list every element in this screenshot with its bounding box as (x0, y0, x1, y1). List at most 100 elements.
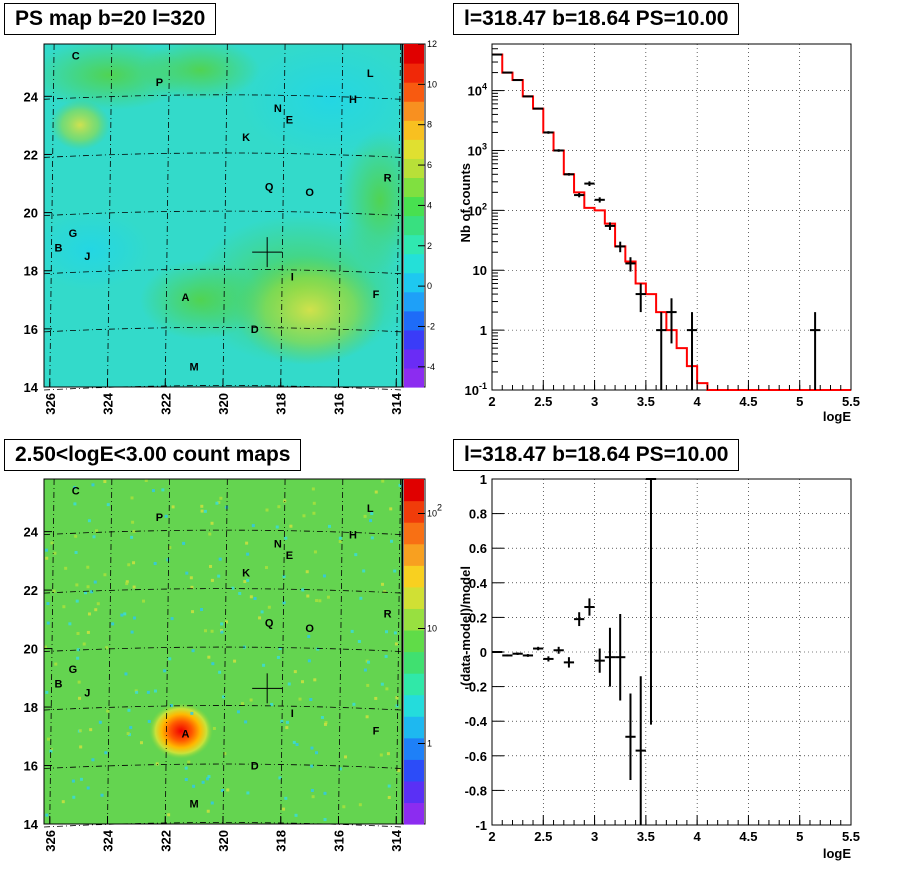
source-label-J: J (84, 251, 90, 263)
map-pixel (151, 489, 155, 493)
map-pixel (226, 788, 230, 792)
map-pixel (161, 488, 165, 492)
meridian-line (338, 43, 344, 388)
colorbar-swatch (404, 44, 424, 64)
map-pixel (153, 689, 157, 693)
map-pixel (164, 514, 168, 518)
map-pixel (306, 594, 310, 598)
map-pixel (315, 599, 319, 603)
map-pixel (262, 663, 266, 667)
map-pixel (94, 608, 98, 612)
map-pixel (350, 629, 354, 633)
colorbar-swatch (404, 272, 424, 293)
colorbar-label: 10 (427, 79, 437, 89)
colorbar-label: 12 (427, 39, 437, 49)
map-pixel (285, 726, 289, 730)
map-pixel (218, 557, 222, 561)
map-pixel (171, 505, 175, 509)
map-pixel (210, 521, 214, 525)
source-label-P: P (156, 512, 163, 524)
colorbar-swatch (404, 101, 424, 121)
map-pixel (315, 751, 319, 755)
data-point (625, 257, 636, 272)
map-pixel (338, 540, 342, 544)
residual-point (502, 654, 513, 657)
map-pixel (210, 629, 214, 633)
residual-point (635, 676, 646, 825)
map-pixel (127, 708, 131, 712)
map-pixel (184, 766, 188, 770)
colorbar-label: 1 (427, 739, 432, 749)
x-tick-label: 322 (158, 830, 173, 852)
y-tick-label: -0.8 (465, 783, 487, 798)
map-pixel (168, 657, 172, 661)
map-pixel (370, 536, 374, 540)
map-pixel (106, 709, 110, 713)
x-tick-label: 318 (274, 393, 289, 415)
map-pixel (284, 536, 288, 540)
map-pixel (191, 610, 195, 614)
map-pixel (52, 589, 56, 593)
map-pixel (215, 501, 219, 505)
colorbar-swatch (404, 82, 424, 102)
map-pixel (310, 746, 314, 750)
x-tick-label: 326 (43, 830, 58, 852)
map-pixel (49, 749, 53, 753)
map-pixel (374, 490, 378, 494)
meridian-line (338, 478, 344, 825)
colorbar-swatch (404, 310, 424, 331)
y-tick-label: 16 (24, 759, 38, 774)
map-pixel (46, 737, 50, 741)
meridian-line (164, 43, 170, 388)
source-label-L: L (367, 68, 374, 80)
meridian-line (222, 43, 228, 388)
map-pixel (327, 524, 331, 528)
map-pixel (86, 786, 90, 790)
x-tick-label: 320 (216, 830, 231, 852)
map-pixel (142, 599, 146, 603)
x-tick-label: 324 (101, 829, 116, 851)
y-tick-label: 104 (468, 82, 487, 99)
y-tick-label: 0.6 (469, 541, 487, 556)
x-tick-label: 5 (796, 394, 803, 409)
map-pixel (280, 719, 284, 723)
source-label-L: L (367, 503, 374, 515)
map-pixel (389, 507, 393, 511)
colorbar-swatch (404, 780, 424, 804)
map-pixel (78, 696, 82, 700)
source-label-H: H (349, 94, 357, 106)
map-pixel (166, 558, 170, 562)
map-pixel (189, 576, 193, 580)
map-pixel (84, 591, 88, 595)
map-pixel (287, 682, 291, 686)
source-label-B: B (54, 242, 62, 254)
map-pixel (276, 655, 280, 659)
map-pixel (251, 524, 255, 528)
map-pixel (365, 715, 369, 719)
map-pixel (75, 599, 79, 603)
map-pixel (283, 499, 287, 503)
map-pixel (169, 704, 173, 708)
colorbar-swatch (404, 479, 424, 502)
map-pixel (72, 795, 76, 799)
map-pixel (243, 580, 247, 584)
colorbar-label: -4 (427, 362, 435, 372)
map-pixel (275, 525, 279, 529)
source-label-G: G (69, 664, 78, 676)
y-tick-label: 18 (24, 264, 38, 279)
map-pixel (212, 726, 216, 730)
colorbar-swatch (404, 802, 424, 825)
map-pixel (163, 669, 167, 673)
map-pixel (305, 570, 309, 574)
map-pixel (201, 780, 205, 784)
data-point (574, 192, 585, 198)
y-tick-label: 0.8 (469, 507, 487, 522)
colorbar-swatch (404, 291, 424, 312)
map-pixel (326, 595, 330, 599)
map-pixel (307, 635, 311, 639)
source-label-G: G (69, 228, 78, 240)
map-pixel (49, 747, 53, 751)
map-pixel (91, 758, 95, 762)
y-tick-label: 24 (24, 525, 39, 540)
